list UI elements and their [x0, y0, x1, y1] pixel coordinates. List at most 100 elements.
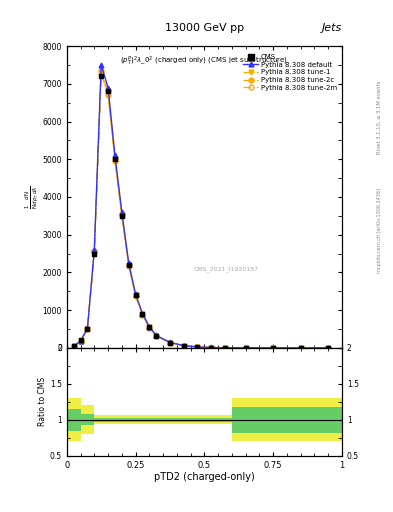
Line: Pythia 8.308 tune-1: Pythia 8.308 tune-1 [71, 70, 331, 350]
Pythia 8.308 tune-2c [298, 345, 303, 351]
Pythia 8.308 tune-2m [243, 345, 248, 351]
CMS [84, 325, 90, 333]
Pythia 8.308 default [298, 345, 303, 351]
Pythia 8.308 default [78, 338, 83, 344]
Pythia 8.308 default [243, 345, 248, 351]
Pythia 8.308 tune-2m [140, 311, 145, 317]
Pythia 8.308 default [92, 247, 97, 253]
Pythia 8.308 tune-2c [140, 312, 145, 318]
Pythia 8.308 tune-1 [92, 249, 97, 255]
Pythia 8.308 default [222, 345, 227, 351]
Pythia 8.308 tune-2c [243, 345, 248, 351]
Pythia 8.308 tune-2c [271, 345, 275, 351]
Pythia 8.308 tune-2c [168, 339, 173, 346]
CMS [91, 249, 97, 258]
CMS [119, 212, 125, 220]
Y-axis label: $\frac{1}{\mathrm{N}}\frac{d\mathrm{N}}{d p_T \,d\lambda}$: $\frac{1}{\mathrm{N}}\frac{d\mathrm{N}}{… [23, 185, 40, 209]
Pythia 8.308 tune-1 [168, 339, 173, 346]
Pythia 8.308 tune-1 [298, 345, 303, 351]
CMS [71, 342, 77, 350]
Pythia 8.308 default [195, 344, 200, 350]
Pythia 8.308 tune-2m [113, 156, 118, 162]
Pythia 8.308 tune-2c [154, 333, 159, 339]
Text: Jets: Jets [321, 23, 342, 33]
Pythia 8.308 default [147, 324, 152, 330]
Line: Pythia 8.308 default: Pythia 8.308 default [71, 62, 331, 350]
Pythia 8.308 tune-2m [72, 343, 76, 349]
Pythia 8.308 tune-2c [133, 293, 138, 300]
Pythia 8.308 tune-1 [78, 337, 83, 344]
CMS [153, 332, 160, 340]
Pythia 8.308 tune-2m [326, 345, 331, 351]
X-axis label: pTD2 (charged-only): pTD2 (charged-only) [154, 472, 255, 482]
Pythia 8.308 tune-2c [99, 71, 104, 77]
Pythia 8.308 tune-2m [106, 89, 110, 95]
Pythia 8.308 default [271, 345, 275, 351]
CMS [208, 344, 215, 352]
Pythia 8.308 tune-1 [271, 345, 275, 351]
Pythia 8.308 tune-1 [85, 326, 90, 332]
Pythia 8.308 default [99, 62, 104, 68]
Pythia 8.308 tune-2c [195, 344, 200, 350]
Pythia 8.308 tune-2c [72, 343, 76, 349]
Text: CMS_2021_I1920187: CMS_2021_I1920187 [194, 267, 259, 272]
Pythia 8.308 tune-2m [92, 248, 97, 254]
Pythia 8.308 default [168, 339, 173, 346]
Pythia 8.308 tune-1 [154, 333, 159, 339]
Pythia 8.308 tune-1 [140, 311, 145, 317]
Pythia 8.308 tune-1 [222, 345, 227, 351]
Pythia 8.308 tune-1 [106, 90, 110, 96]
Pythia 8.308 tune-1 [326, 345, 331, 351]
Pythia 8.308 tune-2m [127, 262, 131, 268]
Pythia 8.308 tune-2c [147, 325, 152, 331]
Pythia 8.308 tune-2m [209, 345, 214, 351]
Pythia 8.308 tune-2m [147, 324, 152, 330]
Pythia 8.308 tune-2m [222, 345, 227, 351]
Pythia 8.308 default [72, 344, 76, 350]
Pythia 8.308 tune-2c [78, 338, 83, 344]
Pythia 8.308 tune-2c [222, 345, 227, 351]
Pythia 8.308 tune-2c [106, 92, 110, 98]
Pythia 8.308 default [106, 84, 110, 91]
Pythia 8.308 tune-1 [195, 344, 200, 350]
Pythia 8.308 default [113, 153, 118, 159]
Text: mcplots.cern.ch [arXiv:1306.3436]: mcplots.cern.ch [arXiv:1306.3436] [377, 188, 382, 273]
Pythia 8.308 default [154, 332, 159, 338]
CMS [222, 344, 228, 352]
CMS [242, 344, 249, 352]
Pythia 8.308 tune-1 [113, 156, 118, 162]
Text: $(p_T^P)^2\lambda\_0^2$ (charged only) (CMS jet substructure): $(p_T^P)^2\lambda\_0^2$ (charged only) (… [120, 55, 288, 69]
Pythia 8.308 tune-2m [99, 68, 104, 74]
Pythia 8.308 tune-2c [85, 326, 90, 332]
CMS [195, 343, 201, 351]
Y-axis label: Ratio to CMS: Ratio to CMS [38, 377, 47, 426]
Pythia 8.308 tune-2m [85, 326, 90, 332]
Pythia 8.308 tune-2c [182, 343, 186, 349]
CMS [146, 323, 152, 331]
Pythia 8.308 tune-2m [168, 339, 173, 346]
CMS [132, 291, 139, 299]
Pythia 8.308 tune-1 [133, 292, 138, 298]
Pythia 8.308 default [119, 209, 124, 215]
Pythia 8.308 default [326, 345, 331, 351]
Pythia 8.308 default [133, 291, 138, 297]
Pythia 8.308 default [182, 343, 186, 349]
Pythia 8.308 tune-2c [119, 213, 124, 219]
Pythia 8.308 tune-2m [298, 345, 303, 351]
CMS [270, 344, 276, 352]
Pythia 8.308 tune-1 [243, 345, 248, 351]
Pythia 8.308 tune-2c [127, 263, 131, 269]
Pythia 8.308 tune-2m [119, 211, 124, 218]
Pythia 8.308 tune-1 [147, 324, 152, 330]
Pythia 8.308 default [209, 345, 214, 351]
Pythia 8.308 tune-2c [92, 248, 97, 254]
Pythia 8.308 default [140, 310, 145, 316]
Pythia 8.308 default [85, 325, 90, 331]
Pythia 8.308 tune-1 [182, 343, 186, 349]
Pythia 8.308 tune-1 [209, 345, 214, 351]
Pythia 8.308 tune-2m [271, 345, 275, 351]
Line: Pythia 8.308 tune-2c: Pythia 8.308 tune-2c [71, 72, 331, 350]
Pythia 8.308 tune-1 [119, 212, 124, 218]
CMS [325, 344, 331, 352]
Pythia 8.308 tune-2c [209, 345, 214, 351]
